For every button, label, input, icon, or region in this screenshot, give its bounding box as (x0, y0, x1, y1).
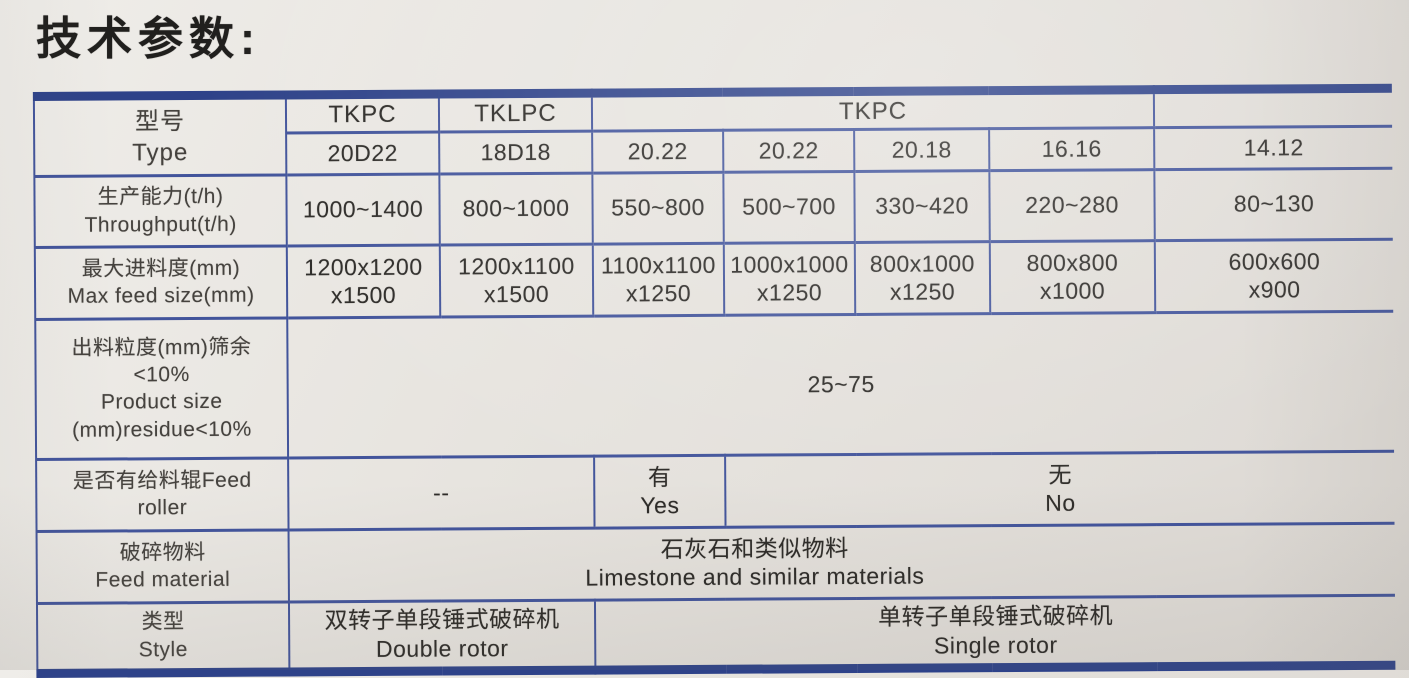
throughput-value-cell: 550~800 (592, 172, 724, 244)
model-cell: 20.22 (592, 130, 724, 173)
feed-material-value-cell: 石灰石和类似物料 Limestone and similar materials (288, 522, 1395, 602)
model-cell: 16.16 (989, 127, 1155, 171)
feed-material-row: 破碎物料 Feed material 石灰石和类似物料 Limestone an… (36, 522, 1395, 604)
type-header-cell: 型号 Type (33, 94, 287, 177)
spec-table: 型号 Type TKPC TKLPC TKPC 20D22 18D18 20.2… (32, 83, 1396, 678)
max-feed-size-row: 最大进料度(mm) Max feed size(mm) 1200x1200 x1… (34, 238, 1394, 320)
family-tkpc-cell: TKPC (285, 94, 440, 133)
style-single-rotor-cell: 单转子单段锤式破碎机 Single rotor (594, 594, 1396, 670)
throughput-value-cell: 80~130 (1154, 167, 1393, 241)
model-cell: 20.18 (854, 128, 990, 172)
feed-roller-row: 是否有给料辊Feed roller -- 有 Yes 无 No (36, 450, 1395, 532)
max-feed-value-cell: 1200x1200 x1500 (286, 244, 441, 318)
model-cell: 14.12 (1154, 125, 1393, 170)
max-feed-value-cell: 800x1000 x1250 (854, 241, 991, 315)
feed-material-label-cell: 破碎物料 Feed material (36, 529, 289, 604)
throughput-value-cell: 500~700 (723, 171, 855, 244)
throughput-value-cell: 1000~1400 (286, 173, 440, 246)
max-feed-value-cell: 1200x1100 x1500 (439, 243, 594, 317)
feed-roller-label-cell: 是否有给料辊Feed roller (36, 457, 289, 532)
page-title: 技术参数: (36, 13, 261, 64)
style-double-rotor-cell: 双转子单段锤式破碎机 Double rotor (288, 599, 596, 672)
family-tkpc-group-cell: TKPC (591, 89, 1155, 131)
style-row: 类型 Style 双转子单段锤式破碎机 Double rotor 单转子单段锤式… (36, 594, 1396, 674)
model-cell: 20D22 (286, 131, 440, 175)
family-tklpc-cell: TKLPC (438, 93, 593, 132)
spec-table-grid: 型号 Type TKPC TKLPC TKPC 20D22 18D18 20.2… (32, 83, 1396, 678)
model-cell: 18D18 (439, 130, 593, 174)
max-feed-label-cell: 最大进料度(mm) Max feed size(mm) (34, 245, 288, 320)
feed-roller-dash-cell: -- (288, 455, 595, 530)
max-feed-value-cell: 1100x1100 x1250 (592, 243, 725, 316)
max-feed-value-cell: 800x800 x1000 (989, 240, 1156, 314)
max-feed-value-cell: 600x600 x900 (1154, 238, 1394, 313)
model-cell: 20.22 (723, 129, 855, 173)
throughput-value-cell: 800~1000 (439, 172, 593, 245)
throughput-value-cell: 330~420 (854, 170, 990, 243)
product-size-row: 出料粒度(mm)筛余 <10% Product size (mm)residue… (35, 310, 1395, 460)
throughput-row: 生产能力(t/h) Throughput(t/h) 1000~1400 800~… (34, 167, 1393, 248)
max-feed-value-cell: 1000x1000 x1250 (723, 242, 856, 316)
style-label-cell: 类型 Style (36, 601, 290, 674)
feed-roller-no-cell: 无 No (725, 450, 1395, 528)
throughput-value-cell: 220~280 (989, 169, 1155, 242)
product-size-value-cell: 25~75 (287, 310, 1395, 458)
throughput-label-cell: 生产能力(t/h) Throughput(t/h) (34, 174, 287, 248)
family-empty-cell (1153, 88, 1393, 128)
product-size-label-cell: 出料粒度(mm)筛余 <10% Product size (mm)residue… (35, 317, 289, 460)
feed-roller-yes-cell: 有 Yes (594, 455, 726, 528)
